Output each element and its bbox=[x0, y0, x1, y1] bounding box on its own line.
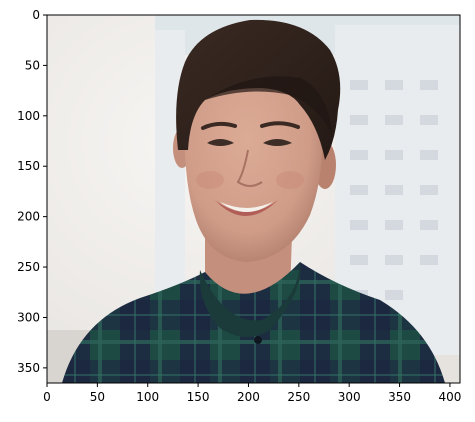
photo-cheek-right bbox=[276, 171, 304, 189]
y-tick-label: 50 bbox=[25, 58, 40, 72]
x-tick-label: 0 bbox=[43, 390, 51, 404]
x-tick-label: 50 bbox=[90, 390, 105, 404]
photo-shirt-collar bbox=[199, 262, 301, 338]
photo-eye-left bbox=[207, 139, 234, 146]
y-tick-label: 250 bbox=[17, 260, 40, 274]
photo-teeth bbox=[220, 202, 273, 212]
y-axis: 0 50 100 150 200 250 300 350 bbox=[17, 8, 47, 375]
x-tick-label: 200 bbox=[237, 390, 260, 404]
photo-face bbox=[184, 58, 323, 262]
x-tick-label: 300 bbox=[338, 390, 361, 404]
x-tick-label: 350 bbox=[388, 390, 411, 404]
portrait-photo bbox=[47, 15, 460, 383]
x-tick-label: 150 bbox=[187, 390, 210, 404]
photo-hair bbox=[176, 19, 341, 160]
photo-eyebrow-left bbox=[201, 121, 237, 130]
y-tick-label: 300 bbox=[17, 310, 40, 324]
x-axis: 0 50 100 150 200 250 300 350 400 bbox=[43, 383, 461, 404]
axes-frame bbox=[46, 14, 461, 384]
photo-shirt-button bbox=[254, 336, 262, 344]
photo-eyebrow-right bbox=[260, 121, 300, 129]
photo-eye-right bbox=[263, 139, 292, 146]
y-tick-label: 150 bbox=[17, 159, 40, 173]
y-tick-label: 0 bbox=[32, 8, 40, 22]
x-tick-label: 400 bbox=[438, 390, 461, 404]
photo-nose bbox=[236, 149, 263, 187]
photo-mouth bbox=[215, 200, 278, 216]
x-tick-label: 250 bbox=[287, 390, 310, 404]
photo-hair-sweep bbox=[205, 76, 332, 135]
y-tick-label: 100 bbox=[17, 109, 40, 123]
y-tick-label: 200 bbox=[17, 210, 40, 224]
y-tick-label: 350 bbox=[17, 361, 40, 375]
x-tick-label: 100 bbox=[136, 390, 159, 404]
photo-cheek-left bbox=[196, 171, 224, 189]
